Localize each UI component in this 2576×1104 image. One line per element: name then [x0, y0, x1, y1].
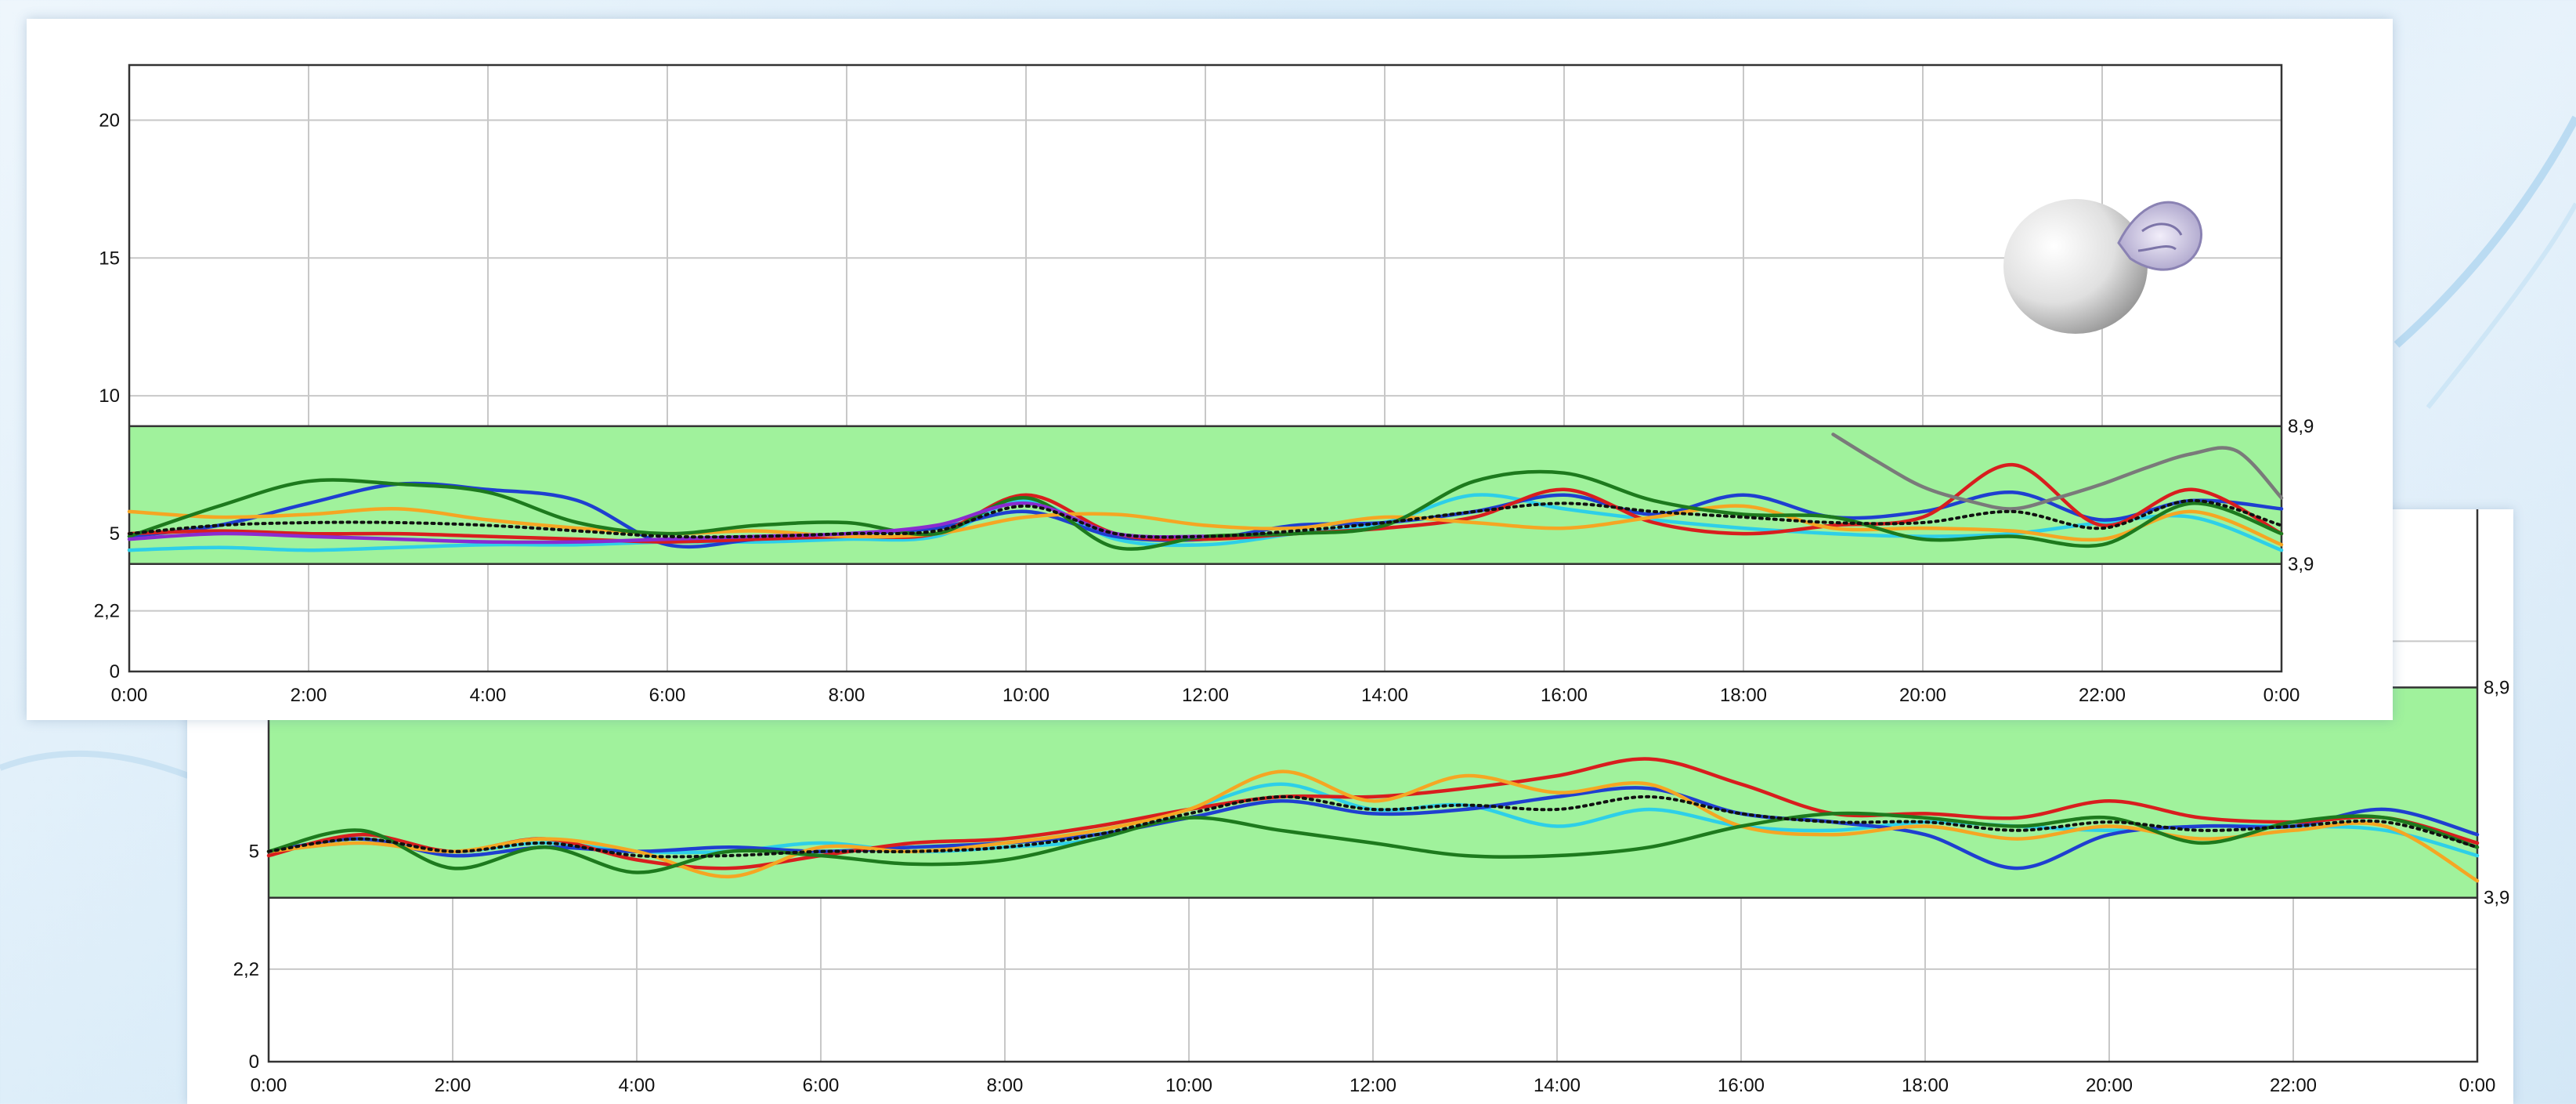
lower-chart-x-tick-label: 0:00 [251, 1075, 287, 1096]
lower-chart-y-tick-label: 2,2 [233, 959, 259, 980]
upper-chart-y-tick-label: 10 [99, 385, 120, 407]
lower-chart-x-tick-label: 6:00 [803, 1075, 840, 1096]
lower-chart-series-line-2 [266, 757, 2480, 871]
upper-chart-series-line-3 [127, 504, 2284, 547]
upper-chart-y-tick-label: 20 [99, 110, 120, 131]
lower-chart-target-range-band [269, 687, 2477, 898]
lower-chart-x-tick-label: 22:00 [2270, 1075, 2317, 1096]
upper-chart-x-tick-label: 0:00 [111, 685, 148, 706]
lower-chart-x-tick-label: 0:00 [2459, 1075, 2496, 1096]
upper-chart-series-line-0 [127, 493, 2284, 552]
upper-chart-series-line-5 [1831, 433, 2284, 511]
upper-chart-x-tick-label: 2:00 [291, 685, 327, 706]
lower-chart-target-high-label: 8,9 [2484, 677, 2509, 698]
upper-chart-plot-frame [128, 63, 2283, 673]
upper-chart-y-tick-label: 15 [99, 248, 120, 269]
glucose-chart-upper-panel: 0 2,2 5 10 15 20 0:00 2:00 4:00 6:00 8:00 10:00 12:0… [27, 19, 2393, 720]
upper-chart-series-line-7 [128, 498, 2283, 539]
upper-chart-y-tick-label: 2,2 [94, 601, 120, 622]
lower-chart-x-tick-label: 20:00 [2086, 1075, 2133, 1096]
upper-chart-x-tick-label: 0:00 [2263, 685, 2300, 706]
upper-chart-series-line-6 [127, 501, 1208, 545]
upper-chart-target-high-label: 8,9 [2288, 416, 2314, 437]
glucose-chart-upper: 0 2,2 5 10 15 20 0:00 2:00 4:00 6:00 8:00 10:00 12:0… [94, 63, 2314, 706]
upper-chart-series-line-2 [127, 462, 2284, 544]
lower-chart-x-tick-label: 14:00 [1534, 1075, 1581, 1096]
lower-chart-x-tick-label: 16:00 [1718, 1075, 1765, 1096]
upper-chart-x-tick-label: 18:00 [1720, 685, 1767, 706]
lower-chart-y-tick-label: 0 [249, 1052, 259, 1073]
hatching-egg-picture [2003, 199, 2202, 334]
upper-chart-target-low-label: 3,9 [2288, 554, 2314, 575]
lower-chart-target-low-label: 3,9 [2484, 888, 2509, 909]
upper-chart-x-tick-label: 10:00 [1003, 685, 1050, 706]
upper-chart-x-tick-label: 14:00 [1361, 685, 1408, 706]
lower-chart-x-tick-label: 8:00 [987, 1075, 1024, 1096]
upper-chart-x-tick-label: 16:00 [1541, 685, 1588, 706]
upper-chart-x-tick-label: 8:00 [829, 685, 865, 706]
lower-chart-y-tick-label: 5 [249, 842, 259, 863]
lower-chart-x-tick-label: 10:00 [1165, 1075, 1212, 1096]
lower-chart-x-tick-label: 12:00 [1349, 1075, 1396, 1096]
lower-chart-x-tick-label: 4:00 [619, 1075, 656, 1096]
upper-chart-y-tick-label: 0 [110, 661, 120, 682]
upper-chart-x-tick-label: 4:00 [470, 685, 507, 706]
upper-chart-x-tick-label: 12:00 [1182, 685, 1229, 706]
upper-chart-x-tick-label: 22:00 [2079, 685, 2126, 706]
upper-chart-x-tick-label: 20:00 [1899, 685, 1946, 706]
lower-chart-series-line-5 [267, 795, 2479, 859]
lower-chart-x-tick-label: 2:00 [435, 1075, 471, 1096]
lower-chart-series-line-4 [266, 811, 2480, 874]
upper-chart-y-tick-label: 5 [110, 523, 120, 545]
upper-chart-x-tick-label: 6:00 [649, 685, 686, 706]
lower-chart-series-line-3 [266, 769, 2480, 883]
lower-chart-x-tick-label: 18:00 [1902, 1075, 1949, 1096]
